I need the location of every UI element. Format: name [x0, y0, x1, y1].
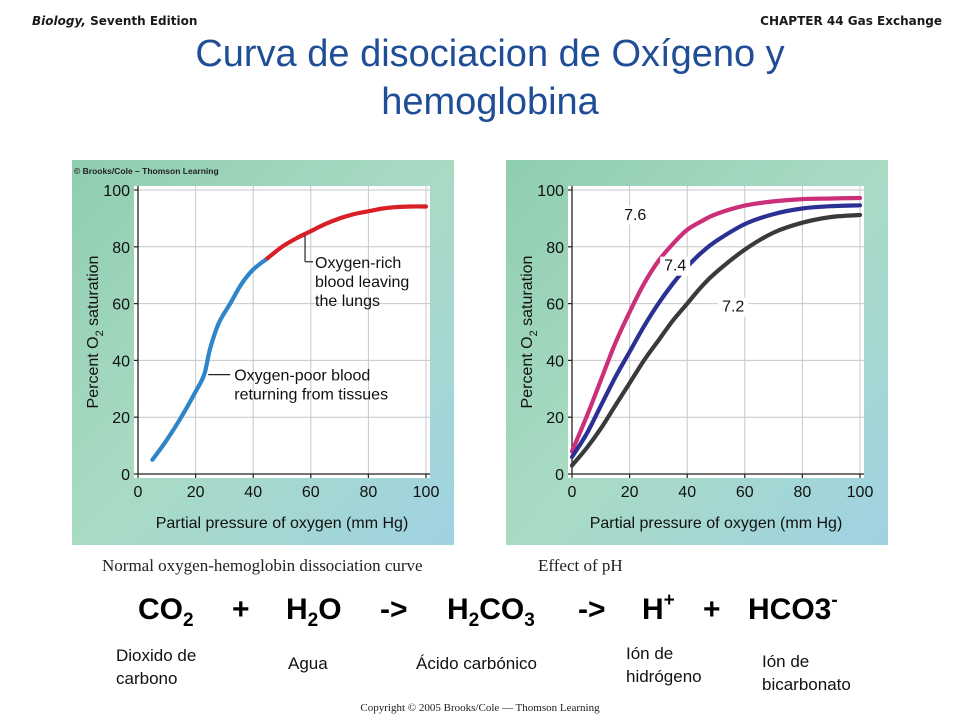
plot-area [134, 186, 430, 478]
oxygen-dissociation-chart: 0 20 40 60 80 100 0 20 40 60 80 100 Partial pressure… [72, 160, 454, 545]
y-tick-label: 20 [112, 410, 130, 427]
eq-arrow-2: -> [578, 593, 606, 626]
x-tick-label: 0 [134, 484, 143, 501]
plot-area [568, 186, 864, 478]
y-axis-label: Percent O2 saturation [519, 256, 540, 409]
series-label-backdrop [620, 205, 651, 225]
eq-h-ion: H+ [642, 590, 675, 626]
copyright-footer: Copyright © 2005 Brooks/Cole — Thomson L… [360, 702, 600, 714]
y-tick-label: 0 [555, 467, 564, 484]
x-axis-label: Partial pressure of oxygen (mm Hg) [590, 515, 843, 532]
eq-plus-2: + [703, 593, 721, 626]
y-tick-label: 0 [121, 467, 130, 484]
annotation-text: Oxygen-rich [315, 255, 401, 272]
eq-h2o: H2O [286, 593, 342, 631]
x-tick-label: 60 [736, 484, 754, 501]
x-tick-label: 40 [678, 484, 696, 501]
y-tick-label: 60 [546, 297, 564, 314]
x-tick-label: 20 [187, 484, 205, 501]
y-tick-label: 20 [546, 410, 564, 427]
x-tick-label: 20 [621, 484, 639, 501]
label-h-ion: Ión de hidrógeno [626, 644, 702, 686]
header-book-title: Biology, Seventh Edition [32, 14, 198, 28]
label-hco3: Ión de bicarbonato [762, 652, 851, 694]
x-tick-label: 100 [847, 484, 874, 501]
series-label-backdrop [718, 297, 749, 317]
series-line [569, 212, 863, 468]
annotation-text: the lungs [315, 293, 380, 310]
series-label: 7.6 [624, 207, 646, 224]
annotation-text: blood leaving [315, 274, 409, 291]
x-tick-label: 80 [794, 484, 812, 501]
series-label: 7.4 [664, 258, 686, 275]
x-axis-label: Partial pressure of oxygen (mm Hg) [156, 515, 409, 532]
y-axis-label: Percent O2 saturation [85, 256, 106, 409]
eq-plus-1: + [232, 593, 250, 626]
annotation-text: Oxygen-poor blood [234, 368, 370, 385]
y-tick-label: 60 [112, 297, 130, 314]
ph-effect-chart: 0 20 40 60 80 100 0 20 40 60 80 100 Partial pressure… [506, 160, 888, 545]
series-label: 7.2 [722, 299, 744, 316]
y-tick-label: 100 [537, 183, 564, 200]
x-tick-label: 60 [302, 484, 320, 501]
annotation-text: returning from tissues [234, 387, 388, 404]
x-tick-label: 80 [360, 484, 378, 501]
y-tick-label: 80 [112, 240, 130, 257]
series-label-backdrop [660, 256, 691, 276]
label-h2o: Agua [288, 654, 328, 673]
label-co2: Dioxido de carbono [116, 646, 197, 688]
x-tick-label: 0 [568, 484, 577, 501]
y-tick-label: 40 [112, 353, 130, 370]
eq-arrow-1: -> [380, 593, 408, 626]
chart-caption-ph: Effect of pH [538, 556, 623, 575]
series-line [150, 256, 270, 462]
slide-title: Curva de disociacion de Oxígeno y hemogl… [80, 30, 900, 126]
chart-caption-normal: Normal oxygen-hemoglobin dissociation cu… [102, 556, 423, 575]
slide-title-line-2: hemoglobina [381, 81, 599, 123]
label-h2co3: Ácido carbónico [416, 654, 537, 673]
y-tick-label: 100 [103, 183, 130, 200]
header-chapter: CHAPTER 44 Gas Exchange [760, 14, 942, 28]
eq-h2co3: H2CO3 [447, 593, 535, 631]
eq-hco3: HCO3- [748, 590, 838, 626]
slide-title-line-1: Curva de disociacion de Oxígeno y [195, 33, 785, 75]
series-line [265, 204, 429, 261]
y-tick-label: 80 [546, 240, 564, 257]
series-line [569, 195, 863, 454]
y-tick-label: 40 [546, 353, 564, 370]
x-tick-label: 100 [413, 484, 440, 501]
x-tick-label: 40 [244, 484, 262, 501]
eq-co2: CO2 [138, 593, 194, 631]
copyright-credit: © Brooks/Cole – Thomson Learning [74, 166, 219, 176]
